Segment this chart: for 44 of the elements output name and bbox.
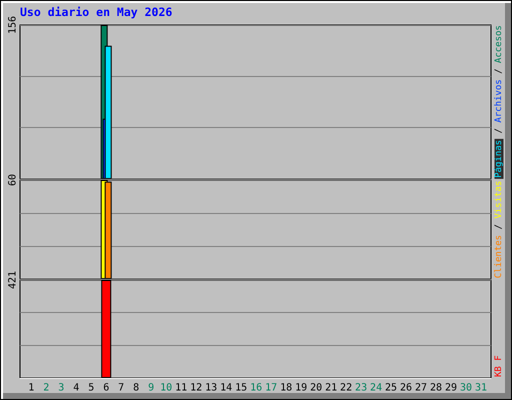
y-tick-label: 156	[8, 16, 18, 34]
y-tick-label: 421	[8, 270, 18, 290]
text: Visitas	[494, 180, 504, 219]
x-tick-label: 29	[445, 382, 458, 394]
x-tick-label: 17	[265, 382, 278, 394]
x-tick-label: 6	[103, 382, 110, 394]
x-tick-label: 5	[88, 382, 94, 394]
x-tick-label: 16	[250, 382, 262, 394]
x-tick-label: 9	[148, 382, 154, 394]
x-tick-label: 20	[310, 382, 322, 394]
text: /	[494, 224, 504, 230]
chart-title: Uso diario en May 2026	[20, 5, 172, 19]
y-tick-label: 60	[8, 174, 18, 186]
x-tick-label: 19	[295, 382, 308, 394]
text: /	[494, 68, 504, 74]
x-tick-label: 14	[220, 382, 232, 394]
x-tick-label: 18	[280, 382, 292, 394]
x-tick-label: 25	[385, 382, 398, 394]
x-tick-label: 27	[415, 382, 428, 394]
text: Archivos	[494, 79, 504, 123]
x-tick-label: 21	[325, 382, 338, 394]
x-tick-label: 2	[43, 382, 50, 394]
x-tick-label: 13	[205, 382, 218, 394]
x-tick-label: 30	[460, 382, 472, 394]
text: KB F	[494, 355, 504, 377]
x-tick-label: 28	[430, 382, 442, 394]
x-tick-label: 24	[370, 382, 382, 394]
x-tick-label: 31	[474, 382, 488, 394]
x-tick-label: 8	[133, 382, 140, 394]
x-tick-label: 22	[340, 382, 352, 394]
x-tick-label: 12	[190, 382, 202, 394]
text: Páginas	[493, 140, 504, 178]
x-tick-label: 4	[73, 382, 80, 394]
text: /	[494, 128, 504, 134]
x-tick-label: 7	[118, 382, 124, 394]
x-tick-label: 26	[400, 382, 412, 394]
x-tick-label: 11	[175, 382, 188, 394]
text: Clientes	[494, 234, 504, 278]
x-tick-label: 15	[235, 382, 248, 394]
text: Accesos	[494, 25, 504, 64]
x-tick-label: 23	[355, 382, 368, 394]
x-tick-label: 10	[160, 382, 172, 394]
x-tick-label: 1	[28, 382, 34, 394]
x-tick-label: 3	[58, 382, 64, 394]
